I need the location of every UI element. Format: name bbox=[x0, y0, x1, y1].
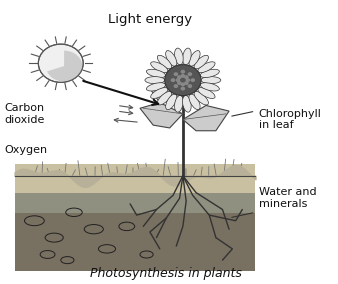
Ellipse shape bbox=[194, 91, 209, 105]
Text: Photosynthesis in plants: Photosynthesis in plants bbox=[91, 267, 242, 280]
Ellipse shape bbox=[194, 55, 209, 69]
Ellipse shape bbox=[189, 51, 200, 66]
Circle shape bbox=[177, 81, 182, 85]
Circle shape bbox=[188, 84, 192, 88]
Ellipse shape bbox=[183, 48, 191, 65]
Ellipse shape bbox=[157, 55, 172, 69]
Bar bbox=[15, 176, 256, 272]
Ellipse shape bbox=[198, 88, 215, 99]
Text: Water and
minerals: Water and minerals bbox=[259, 187, 316, 209]
Circle shape bbox=[177, 75, 182, 79]
Ellipse shape bbox=[146, 69, 166, 78]
Circle shape bbox=[184, 81, 189, 85]
Text: Light energy: Light energy bbox=[108, 12, 192, 26]
Ellipse shape bbox=[174, 48, 183, 65]
Ellipse shape bbox=[166, 94, 177, 110]
Circle shape bbox=[174, 72, 178, 76]
Ellipse shape bbox=[146, 83, 166, 91]
Ellipse shape bbox=[200, 83, 219, 91]
Circle shape bbox=[184, 75, 189, 79]
Text: Oxygen: Oxygen bbox=[5, 145, 48, 155]
Polygon shape bbox=[150, 83, 183, 103]
Circle shape bbox=[171, 78, 175, 82]
Circle shape bbox=[174, 84, 178, 88]
Ellipse shape bbox=[174, 95, 183, 112]
Ellipse shape bbox=[189, 94, 200, 110]
Bar bbox=[15, 213, 256, 272]
Ellipse shape bbox=[201, 77, 221, 84]
Text: Carbon
dioxide: Carbon dioxide bbox=[5, 103, 45, 125]
Circle shape bbox=[180, 74, 185, 78]
Polygon shape bbox=[140, 103, 183, 128]
Wedge shape bbox=[47, 51, 82, 82]
Ellipse shape bbox=[145, 77, 165, 84]
Circle shape bbox=[180, 87, 185, 91]
Circle shape bbox=[188, 72, 192, 76]
Text: Chlorophyll
in leaf: Chlorophyll in leaf bbox=[259, 109, 322, 130]
Circle shape bbox=[180, 70, 185, 74]
Circle shape bbox=[186, 78, 190, 82]
Circle shape bbox=[180, 82, 185, 86]
Ellipse shape bbox=[151, 62, 168, 73]
Ellipse shape bbox=[198, 62, 215, 73]
Ellipse shape bbox=[151, 88, 168, 99]
Ellipse shape bbox=[157, 91, 172, 105]
Ellipse shape bbox=[200, 69, 219, 78]
Circle shape bbox=[176, 78, 180, 82]
Polygon shape bbox=[183, 105, 229, 131]
Circle shape bbox=[165, 65, 201, 96]
Circle shape bbox=[191, 78, 195, 82]
Ellipse shape bbox=[166, 51, 177, 66]
Circle shape bbox=[38, 44, 83, 82]
Ellipse shape bbox=[183, 95, 191, 112]
Bar bbox=[15, 164, 256, 193]
